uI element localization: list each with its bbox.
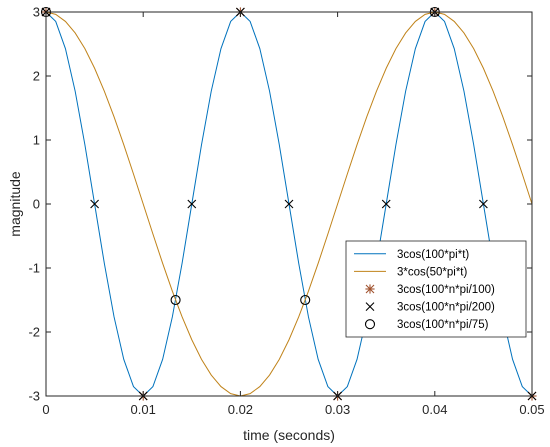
- data-point-series-4: [170, 294, 181, 306]
- y-tick-label: -3: [28, 389, 40, 404]
- plot-layer: [40, 6, 537, 401]
- legend-label: 3cos(100*n*pi/100): [397, 284, 495, 296]
- data-point-series-3: [90, 199, 99, 209]
- legend-entry: 3cos(100*n*pi/75): [364, 319, 489, 331]
- legend-entry: 3cos(100*n*pi/200): [365, 302, 495, 314]
- legend-entry: 3cos(100*pi*t): [354, 249, 469, 261]
- x-tick-label: 0.01: [131, 402, 156, 417]
- data-point-series-3: [479, 199, 488, 209]
- x-axis-label: time (seconds): [243, 427, 335, 443]
- legend-label: 3*cos(50*pi*t): [397, 266, 467, 278]
- legend-entry: 3cos(100*n*pi/100): [365, 284, 495, 296]
- legend-label: 3cos(100*n*pi/200): [397, 302, 495, 314]
- y-tick-label: -1: [28, 261, 40, 276]
- y-tick-label: 1: [33, 133, 40, 148]
- data-point-series-3: [381, 199, 391, 209]
- legend: 3cos(100*pi*t) 3*cos(50*pi*t) 3cos(100*n*p…: [345, 240, 527, 338]
- legend-box: [345, 240, 527, 338]
- x-tick-label: 0.02: [228, 402, 253, 417]
- legend-swatch: [364, 319, 376, 330]
- data-point-series-3: [284, 199, 294, 209]
- legend-swatch: [365, 284, 375, 294]
- y-axis-label: magnitude: [7, 171, 23, 237]
- x-tick-label: 0: [42, 402, 49, 417]
- x-tick-label: 0.04: [422, 402, 447, 417]
- legend-entry: 3*cos(50*pi*t): [354, 266, 467, 278]
- legend-label: 3cos(100*pi*t): [397, 249, 469, 261]
- x-tick-label: 0.03: [325, 402, 350, 417]
- y-tick-label: 3: [33, 5, 40, 20]
- y-tick-label: -2: [28, 325, 40, 340]
- y-tick-label: 0: [33, 197, 40, 212]
- series-line-1: [45, 11, 533, 397]
- tick-layer: 0 0.01 0.02 0.03 0.04 0.05 -3 -2 -1 0 1 2 3: [28, 5, 544, 418]
- y-tick-label: 2: [33, 69, 40, 84]
- legend-label: 3cos(100*n*pi/75): [397, 319, 489, 331]
- data-point-series-3: [187, 199, 197, 209]
- legend-swatch: [365, 302, 375, 311]
- data-point-series-4: [300, 294, 311, 306]
- x-tick-label: 0.05: [519, 402, 544, 417]
